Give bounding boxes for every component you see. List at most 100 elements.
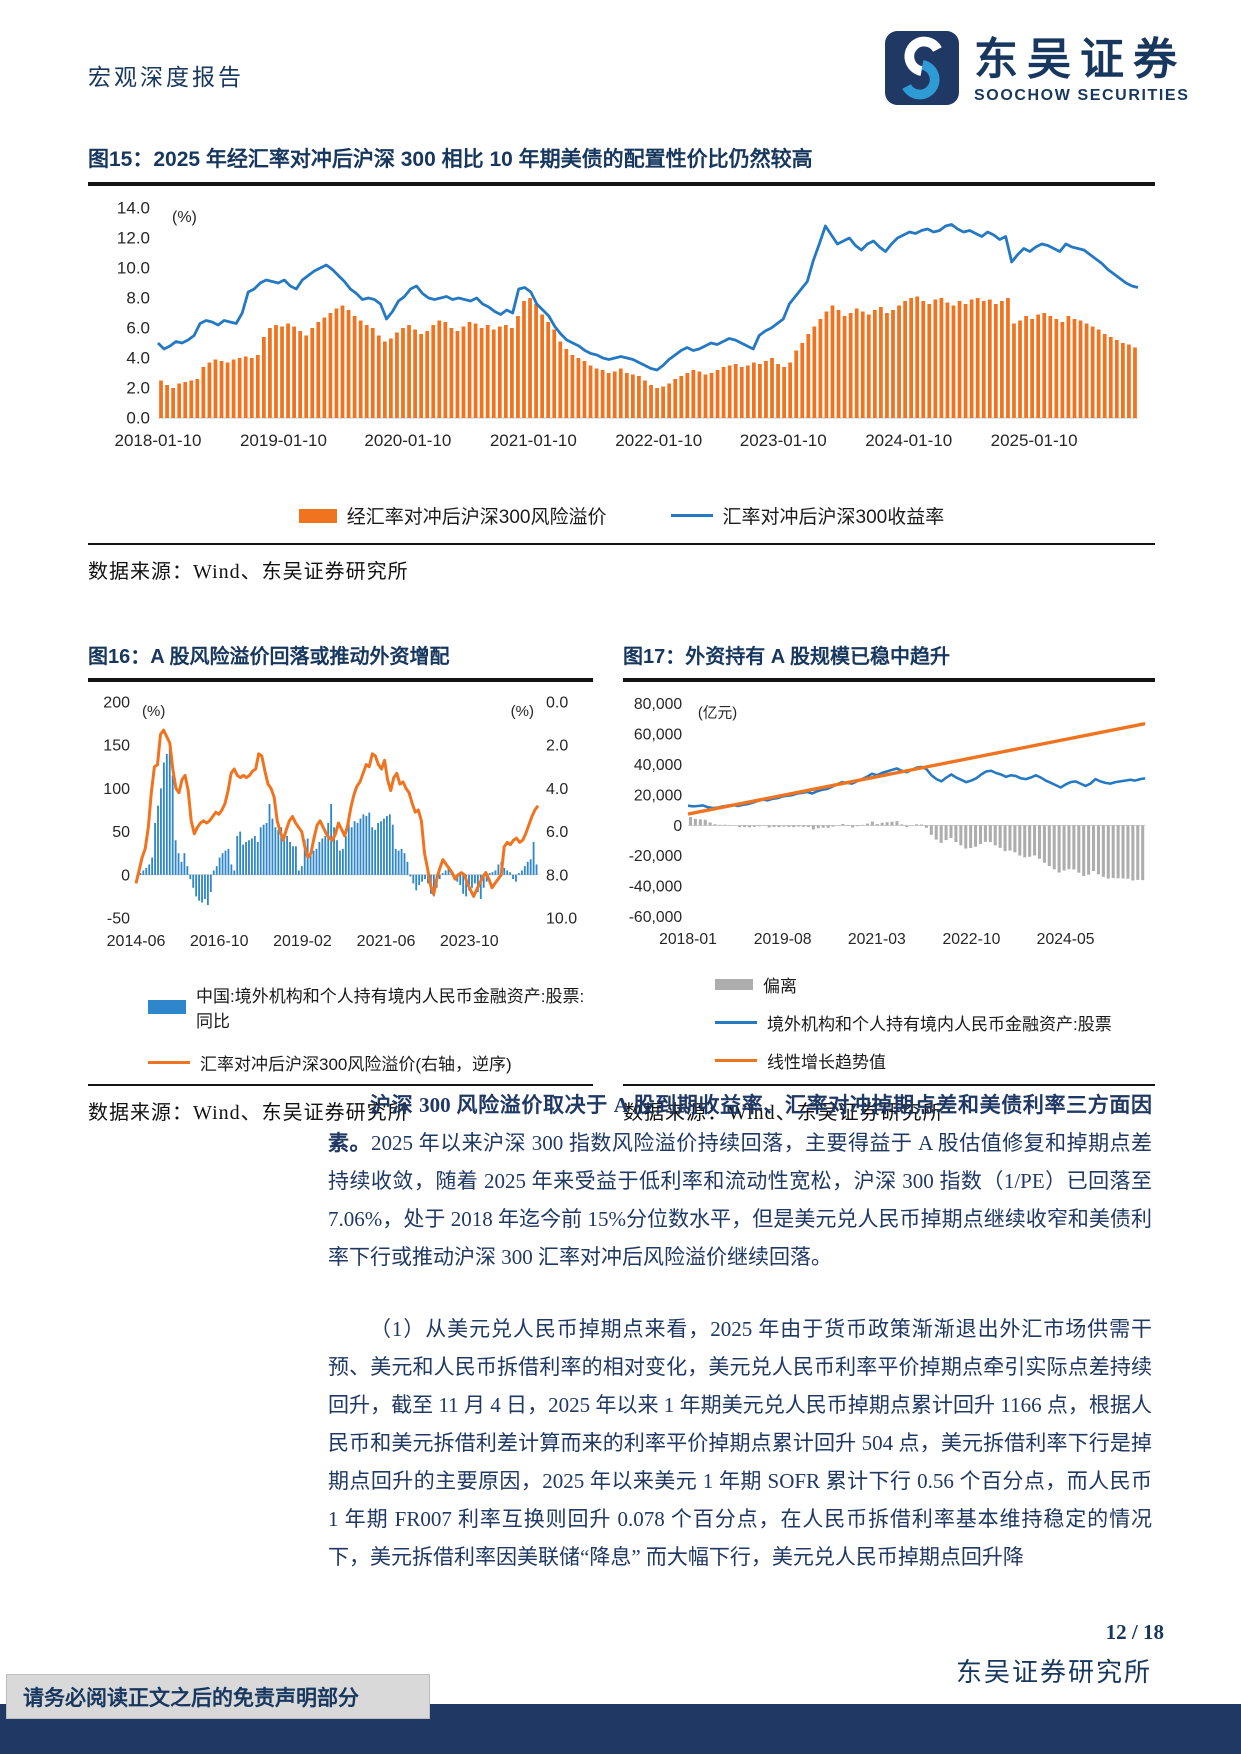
svg-text:50: 50 [112, 824, 130, 841]
svg-text:2025-01-10: 2025-01-10 [991, 431, 1078, 450]
svg-text:2018-01: 2018-01 [659, 931, 717, 948]
svg-text:2021-06: 2021-06 [357, 933, 416, 950]
body-text: 沪深 300 风险溢价取决于 A 股到期收益率、汇率对冲掉期点差和美债利率三方面… [328, 1086, 1152, 1610]
paragraph-1-rest: 2025 年以来沪深 300 指数风险溢价持续回落，主要得益于 A 股估值修复和… [328, 1131, 1152, 1269]
svg-text:2022-01-10: 2022-01-10 [615, 431, 702, 450]
svg-text:0: 0 [673, 818, 682, 835]
svg-text:2019-01-10: 2019-01-10 [240, 431, 327, 450]
svg-text:40,000: 40,000 [634, 757, 682, 774]
legend-item: 偏离 [715, 972, 1155, 997]
svg-text:-20,000: -20,000 [629, 848, 683, 865]
svg-text:-50: -50 [107, 911, 130, 928]
svg-text:60,000: 60,000 [634, 727, 682, 744]
svg-text:0.0: 0.0 [546, 695, 568, 712]
figure-17-legend: 偏离 境外机构和个人持有境内人民币金融资产:股票 线性增长趋势值 [623, 966, 1155, 1073]
svg-text:20,000: 20,000 [634, 787, 682, 804]
svg-text:6.0: 6.0 [546, 824, 568, 841]
orange-bar-swatch [298, 508, 337, 523]
svg-text:-40,000: -40,000 [629, 879, 683, 896]
svg-text:2020-01-10: 2020-01-10 [364, 431, 451, 450]
legend-item: 中国:境外机构和个人持有境内人民币金融资产:股票:同比 [148, 982, 593, 1032]
svg-text:6.0: 6.0 [126, 319, 150, 338]
svg-text:2021-03: 2021-03 [848, 931, 906, 948]
svg-text:2022-10: 2022-10 [943, 931, 1001, 948]
svg-text:2024-05: 2024-05 [1037, 931, 1095, 948]
svg-text:0: 0 [121, 867, 130, 884]
svg-text:12.0: 12.0 [117, 229, 150, 248]
svg-text:(亿元): (亿元) [698, 705, 737, 722]
figure-17-source: 数据来源：Wind、东吴证券研究所 [623, 1102, 944, 1124]
figure-separator [88, 1084, 593, 1086]
legend-label: 汇率对冲后沪深300风险溢价(右轴，逆序) [200, 1055, 512, 1074]
figure-16-legend: 中国:境外机构和个人持有境内人民币金融资产:股票:同比 汇率对冲后沪深300风险… [88, 966, 593, 1074]
svg-text:2018-01-10: 2018-01-10 [115, 431, 202, 450]
svg-text:(%): (%) [172, 209, 197, 226]
figure-16-chart: 200 150 100 50 0 -50 (%) 0.0 2.0 4.0 6.0 8.0 10.0 (%)… [103, 695, 577, 951]
svg-text:2019-02: 2019-02 [273, 933, 332, 950]
legend-item: 线性增长趋势值 [715, 1048, 1155, 1073]
svg-text:4.0: 4.0 [546, 781, 568, 798]
svg-text:100: 100 [103, 781, 130, 798]
figure-15-source: 数据来源：Wind、东吴证券研究所 [88, 561, 409, 583]
page-number: 12 / 18 [1105, 1620, 1164, 1644]
svg-text:8.0: 8.0 [126, 289, 150, 308]
gray-bar-swatch [715, 979, 753, 990]
figure-15-title: 图15：2025 年经汇率对冲后沪深 300 相比 10 年期美债的配置性价比仍… [88, 143, 1155, 186]
legend-label: 汇率对冲后沪深300收益率 [722, 507, 945, 528]
soochow-logo-icon [884, 30, 960, 111]
orange-line-swatch [148, 1061, 190, 1064]
brand-name-en: SOOCHOW SECURITIES [974, 86, 1190, 104]
svg-text:8.0: 8.0 [546, 867, 568, 884]
soochow-logo: 东吴证券 SOOCHOW SECURITIES [884, 30, 1189, 111]
figure-15-chart: 14.0 12.0 10.0 8.0 6.0 4.0 2.0 0.0 (%) 2018-01-10… [115, 199, 1139, 450]
orange-line-swatch [715, 1059, 757, 1062]
figure-16-source: 数据来源：Wind、东吴证券研究所 [88, 1102, 409, 1124]
svg-text:200: 200 [103, 695, 130, 712]
footer-org: 东吴证券研究所 [955, 1658, 1152, 1687]
paragraph-1: 沪深 300 风险溢价取决于 A 股到期收益率、汇率对冲掉期点差和美债利率三方面… [328, 1086, 1152, 1276]
svg-text:2021-01-10: 2021-01-10 [490, 431, 577, 450]
disclaimer-text: 请务必阅读正文之后的免责声明部分 [23, 1685, 359, 1710]
legend-label: 经汇率对冲后沪深300风险溢价 [346, 507, 607, 528]
legend-label: 线性增长趋势值 [767, 1053, 886, 1072]
report-type-label: 宏观深度报告 [88, 65, 244, 90]
svg-text:80,000: 80,000 [634, 696, 682, 713]
svg-text:10.0: 10.0 [546, 911, 577, 928]
figure-separator [623, 1084, 1155, 1086]
svg-text:2023-10: 2023-10 [440, 933, 499, 950]
legend-item: 汇率对冲后沪深300收益率 [670, 502, 945, 529]
svg-text:4.0: 4.0 [126, 349, 150, 368]
blue-bar-swatch [148, 1000, 186, 1014]
figure-16: 图16：A 股风险溢价回落或推动外资增配 200 150 100 50 0 -50 (%) 0… [88, 640, 593, 1125]
figure-17: 图17：外资持有 A 股规模已稳中趋升 80,000 60,000 40,000 20… [623, 640, 1155, 1125]
svg-text:0.0: 0.0 [126, 409, 150, 428]
paragraph-1-lead: 沪深 300 风险溢价取决于 A 股到期收益率、汇率对冲掉期点差和美债利率三方面… [328, 1093, 1152, 1155]
figure-17-chart: 80,000 60,000 40,000 20,000 0 -20,000 -40,000 -… [629, 696, 1146, 948]
svg-text:2014-06: 2014-06 [107, 933, 166, 950]
figure-15: 图15：2025 年经汇率对冲后沪深 300 相比 10 年期美债的配置性价比仍… [88, 143, 1155, 584]
figure-16-title: 图16：A 股风险溢价回落或推动外资增配 [88, 640, 593, 682]
svg-text:(%): (%) [142, 703, 165, 720]
figure-row: 图16：A 股风险溢价回落或推动外资增配 200 150 100 50 0 -50 (%) 0… [88, 640, 1155, 1125]
legend-label: 中国:境外机构和个人持有境内人民币金融资产:股票:同比 [196, 987, 585, 1031]
paragraph-2: （1）从美元兑人民币掉期点来看，2025 年由于货币政策渐渐退出外汇市场供需干预… [328, 1317, 1152, 1569]
brand-name-cn: 东吴证券 [974, 35, 1186, 85]
legend-label: 境外机构和个人持有境内人民币金融资产:股票 [767, 1015, 1112, 1034]
legend-label: 偏离 [763, 977, 797, 996]
svg-text:2023-01-10: 2023-01-10 [740, 431, 827, 450]
svg-text:10.0: 10.0 [117, 259, 150, 278]
svg-text:(%): (%) [511, 703, 534, 720]
brand-text: 东吴证券 SOOCHOW SECURITIES [974, 35, 1190, 104]
svg-text:-60,000: -60,000 [629, 909, 683, 926]
svg-text:14.0: 14.0 [117, 199, 150, 218]
figure-17-title: 图17：外资持有 A 股规模已稳中趋升 [623, 640, 1155, 682]
svg-text:150: 150 [103, 738, 130, 755]
figure-15-legend: 经汇率对冲后沪深300风险溢价 汇率对冲后沪深300收益率 [88, 502, 1155, 529]
legend-item: 境外机构和个人持有境内人民币金融资产:股票 [715, 1010, 1155, 1035]
svg-text:2024-01-10: 2024-01-10 [865, 431, 952, 450]
svg-text:2.0: 2.0 [126, 379, 150, 398]
figure-separator [88, 543, 1155, 545]
blue-line-swatch [715, 1021, 757, 1024]
svg-text:2016-10: 2016-10 [190, 933, 249, 950]
